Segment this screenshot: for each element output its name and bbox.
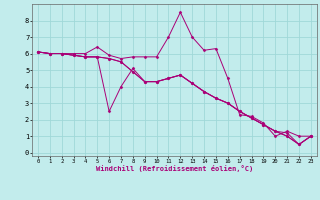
X-axis label: Windchill (Refroidissement éolien,°C): Windchill (Refroidissement éolien,°C)	[96, 165, 253, 172]
